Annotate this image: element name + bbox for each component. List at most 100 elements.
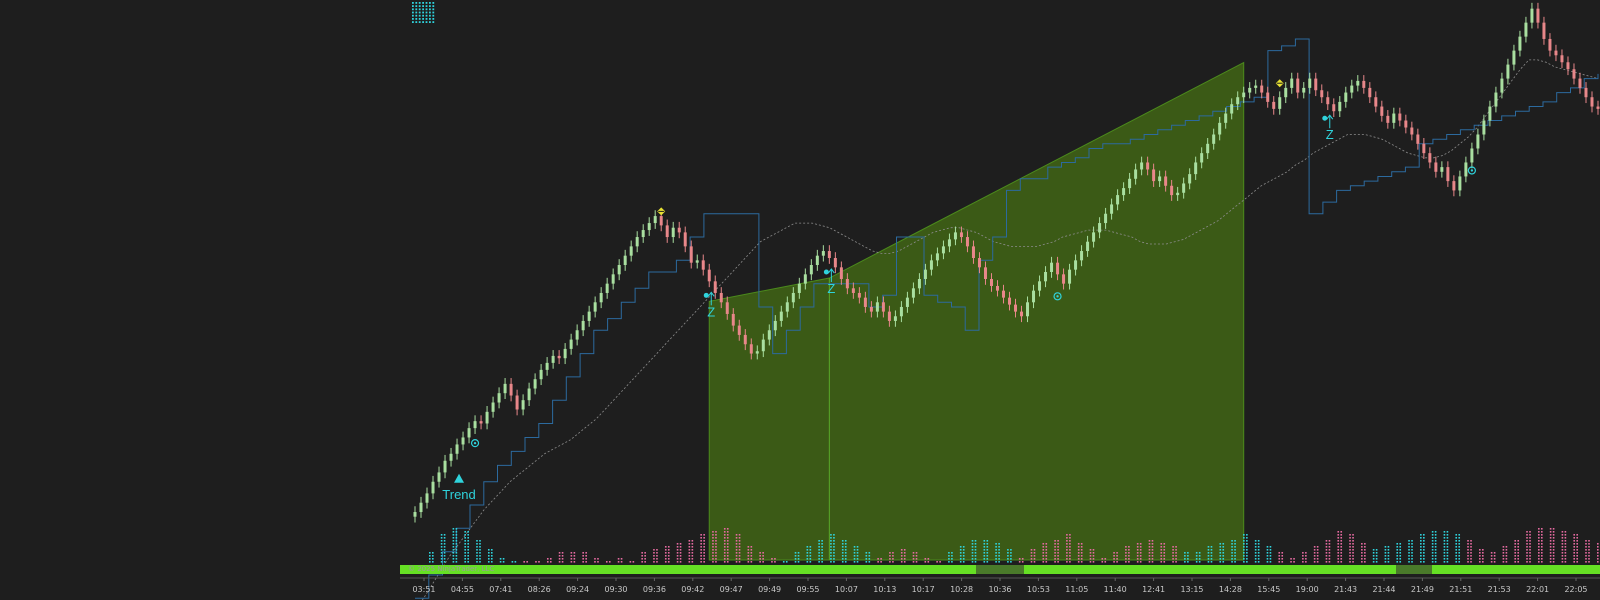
histogram-dot bbox=[1364, 555, 1366, 557]
histogram-dot bbox=[726, 534, 729, 536]
histogram-dot bbox=[936, 561, 938, 563]
histogram-dot bbox=[1573, 558, 1576, 560]
candle-body bbox=[851, 288, 855, 293]
histogram-dot bbox=[750, 558, 753, 560]
histogram-dot bbox=[1066, 546, 1068, 548]
histogram-dot bbox=[467, 534, 469, 536]
histogram-dot bbox=[1234, 543, 1236, 545]
histogram-dot bbox=[1443, 555, 1446, 557]
candle-body bbox=[1458, 176, 1462, 191]
histogram-dot bbox=[1396, 558, 1399, 560]
histogram-dot bbox=[1278, 555, 1281, 557]
histogram-dot bbox=[1529, 555, 1531, 557]
candle-body bbox=[1542, 22, 1546, 39]
histogram-dot bbox=[856, 549, 859, 551]
histogram-dot bbox=[900, 558, 903, 560]
histogram-dot bbox=[986, 549, 989, 551]
histogram-dot bbox=[983, 555, 986, 557]
histogram-dot bbox=[1576, 558, 1579, 560]
candle-body bbox=[1476, 134, 1480, 149]
histogram-dot bbox=[476, 561, 478, 563]
histogram-dot bbox=[1561, 537, 1564, 539]
histogram-dot bbox=[738, 546, 741, 548]
histogram-dot bbox=[880, 558, 882, 560]
histogram-dot bbox=[844, 549, 847, 551]
histogram-dot bbox=[443, 537, 446, 539]
time-tick-label: 09:36 bbox=[643, 585, 666, 594]
histogram-dot bbox=[1231, 555, 1233, 557]
histogram-dot bbox=[467, 540, 469, 542]
histogram-dot bbox=[1198, 552, 1201, 554]
histogram-dot bbox=[986, 558, 989, 560]
histogram-dot bbox=[1305, 561, 1307, 563]
histogram-dot bbox=[1597, 561, 1599, 563]
candle-body bbox=[1308, 78, 1312, 88]
histogram-dot bbox=[974, 546, 977, 548]
histogram-dot bbox=[712, 546, 714, 548]
histogram-dot bbox=[1349, 555, 1351, 557]
histogram-dot bbox=[1585, 552, 1587, 554]
histogram-dot bbox=[900, 561, 903, 563]
histogram-dot bbox=[821, 540, 823, 542]
histogram-dot bbox=[1080, 561, 1083, 563]
candle-body bbox=[1548, 38, 1552, 51]
histogram-dot bbox=[983, 549, 986, 551]
histogram-dot bbox=[750, 549, 753, 551]
histogram-dot bbox=[853, 552, 856, 554]
candle-body bbox=[647, 223, 651, 231]
histogram-dot bbox=[735, 537, 738, 539]
zone-start-dot bbox=[703, 292, 709, 298]
histogram-dot bbox=[429, 561, 431, 563]
histogram-dot bbox=[1573, 546, 1576, 548]
time-tick-label: 15:45 bbox=[1257, 585, 1280, 594]
histogram-dot bbox=[971, 546, 974, 548]
histogram-dot bbox=[1502, 558, 1505, 560]
histogram-dot bbox=[1561, 543, 1564, 545]
histogram-dot bbox=[1066, 549, 1068, 551]
candle-body bbox=[1284, 87, 1288, 98]
histogram-dot bbox=[452, 537, 455, 539]
grid-dot bbox=[425, 14, 428, 17]
histogram-dot bbox=[1021, 558, 1024, 560]
time-tick-label: 14:28 bbox=[1219, 585, 1242, 594]
histogram-dot bbox=[1384, 552, 1387, 554]
histogram-dot bbox=[723, 558, 726, 560]
candle-body bbox=[1326, 97, 1330, 105]
histogram-dot bbox=[1139, 549, 1142, 551]
histogram-dot bbox=[1136, 543, 1139, 545]
histogram-dot bbox=[1420, 534, 1422, 536]
histogram-dot bbox=[1446, 549, 1449, 551]
histogram-dot bbox=[1057, 543, 1059, 545]
histogram-dot bbox=[1470, 552, 1472, 554]
histogram-dot bbox=[1526, 534, 1528, 536]
histogram-dot bbox=[959, 555, 962, 557]
histogram-dot bbox=[573, 555, 576, 557]
histogram-dot bbox=[1372, 552, 1375, 554]
grid-dots-icon[interactable] bbox=[412, 2, 435, 23]
histogram-dot bbox=[1384, 558, 1387, 560]
histogram-dot bbox=[1549, 561, 1552, 563]
histogram-dot bbox=[440, 549, 443, 551]
histogram-dot bbox=[703, 561, 705, 563]
histogram-dot bbox=[1125, 549, 1127, 551]
histogram-dot bbox=[995, 543, 997, 545]
histogram-dot bbox=[974, 540, 977, 542]
histogram-dot bbox=[750, 561, 753, 563]
histogram-dot bbox=[432, 561, 434, 563]
histogram-dot bbox=[986, 552, 989, 554]
histogram-dot bbox=[1207, 558, 1210, 560]
histogram-dot bbox=[806, 549, 809, 551]
histogram-dot bbox=[1597, 546, 1599, 548]
candle-body bbox=[1080, 251, 1084, 261]
time-tick-label: 12:41 bbox=[1142, 585, 1165, 594]
histogram-dot bbox=[1057, 558, 1059, 560]
grid-dot bbox=[415, 8, 418, 11]
candle-body bbox=[863, 297, 867, 307]
histogram-dot bbox=[1361, 561, 1363, 563]
histogram-dot bbox=[1305, 558, 1307, 560]
histogram-dot bbox=[833, 540, 835, 542]
grid-dot bbox=[412, 2, 414, 4]
histogram-dot bbox=[1561, 558, 1564, 560]
histogram-dot bbox=[1207, 555, 1210, 557]
